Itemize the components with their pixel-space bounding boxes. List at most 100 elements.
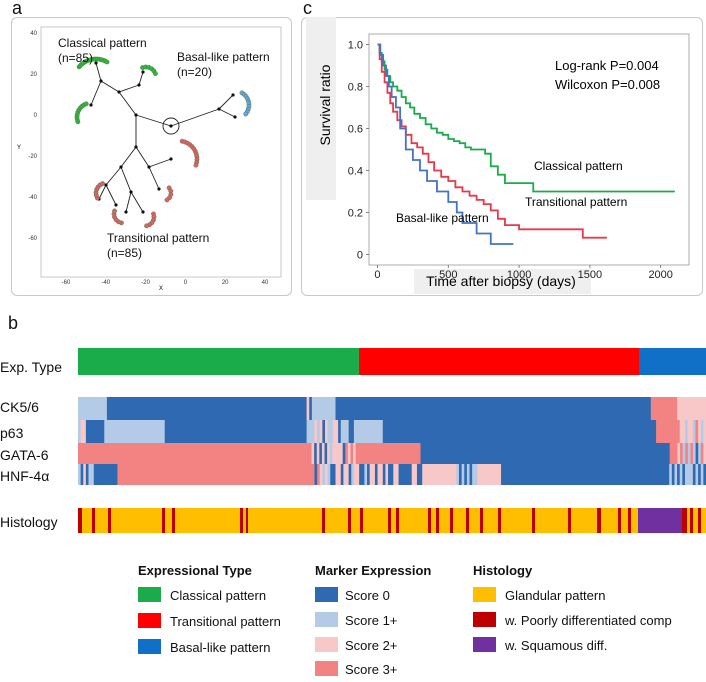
marker-cell-gata6 xyxy=(685,443,689,464)
histology-poorly-diff-mark xyxy=(388,508,391,533)
survival-x-tick-label: 500 xyxy=(439,269,457,281)
survival-y-tick-label: 0.6 xyxy=(348,124,363,136)
survival-xlabel: Time after biopsy (days) xyxy=(426,273,576,289)
marker-cell-p63 xyxy=(700,420,704,443)
histology-poorly-diff-mark xyxy=(360,508,363,533)
histology-poorly-diff-mark xyxy=(690,508,693,533)
heatmap-histology-row xyxy=(78,508,706,533)
marker-cell-p63 xyxy=(332,420,339,443)
row-label-histology: Histology xyxy=(0,514,58,530)
tree-edge xyxy=(120,146,137,168)
marker-cell-p63 xyxy=(314,420,318,443)
marker-cell-gata6 xyxy=(347,443,351,464)
marker-cell-hnf4 xyxy=(385,464,389,485)
marker-cell-ck56 xyxy=(306,397,310,420)
tree-node xyxy=(169,124,173,128)
marker-cell-gata6 xyxy=(677,443,681,464)
histology-poorly-diff-mark xyxy=(172,508,175,533)
tree-x-tick: -40 xyxy=(101,280,110,286)
tree-node xyxy=(169,157,173,161)
survival-lines xyxy=(377,43,675,245)
survival-x-tick-label: 2000 xyxy=(648,269,672,281)
marker-cell-p63 xyxy=(687,420,694,443)
histology-poorly-diff-mark xyxy=(436,508,439,533)
marker-cell-hnf4 xyxy=(369,464,376,485)
marker-cell-ck56 xyxy=(309,397,313,420)
legend-item-classical: Classical pattern xyxy=(170,588,267,603)
marker-cell-hnf4 xyxy=(477,464,502,485)
marker-cell-gata6 xyxy=(690,443,694,464)
tree-node xyxy=(99,79,103,83)
tree-y-tick: -20 xyxy=(28,154,37,160)
marker-cell-hnf4 xyxy=(464,464,468,485)
marker-cell-p63 xyxy=(319,420,323,443)
heatmap-marker-rows xyxy=(78,397,706,485)
marker-cell-hnf4 xyxy=(669,464,673,485)
tree-y-tick: -60 xyxy=(28,236,37,242)
marker-cell-ck56 xyxy=(311,397,336,420)
annotation-logrank: Log-rank P=0.004 xyxy=(555,58,659,73)
legend-item-score2: Score 2+ xyxy=(345,638,398,653)
tree-node xyxy=(141,70,145,74)
histology-poorly-diff-mark xyxy=(480,508,483,533)
survival-y-tick-label: 0.8 xyxy=(348,82,363,94)
legend-swatch-score0 xyxy=(315,587,338,602)
histology-poorly-diff-mark xyxy=(162,508,165,533)
marker-cell-hnf4 xyxy=(456,464,460,485)
marker-cell-p63 xyxy=(698,420,702,443)
marker-cell-gata6 xyxy=(420,443,671,464)
marker-cell-p63 xyxy=(684,420,689,443)
tree-node xyxy=(137,83,141,87)
histology-poorly-diff-mark xyxy=(428,508,431,533)
tree-label-classical-text: Classical pattern xyxy=(58,36,147,50)
marker-cell-hnf4 xyxy=(466,464,470,485)
marker-cell-hnf4 xyxy=(340,464,344,485)
marker-cell-gata6 xyxy=(342,443,346,464)
marker-cell-hnf4 xyxy=(698,464,702,485)
tree-node xyxy=(147,165,151,169)
survival-line-classical xyxy=(377,43,675,193)
legend-item-score1: Score 1+ xyxy=(345,613,398,628)
legend-hist-title: Histology xyxy=(473,563,533,578)
legend-marker-title: Marker Expression xyxy=(315,563,432,578)
survival-y-tick-label: 0 xyxy=(357,250,363,262)
marker-cell-p63 xyxy=(306,420,315,443)
histology-poorly-diff-mark xyxy=(498,508,501,533)
survival-x-tick-label: 1500 xyxy=(578,269,602,281)
tree-edge xyxy=(105,184,117,206)
marker-cell-hnf4 xyxy=(411,464,418,485)
marker-cell-p63 xyxy=(338,420,342,443)
tree-leaf-transitional xyxy=(100,181,105,187)
tree-node xyxy=(119,165,123,169)
marker-cell-hnf4 xyxy=(422,464,457,485)
ylabel-band xyxy=(306,17,336,200)
tree-x-tick: 40 xyxy=(262,280,269,286)
tree-node xyxy=(117,90,121,94)
marker-cell-p63 xyxy=(322,420,326,443)
tree-x-axis-label: X xyxy=(159,286,163,292)
marker-cell-hnf4 xyxy=(684,464,694,485)
tree-edge xyxy=(218,108,236,118)
marker-cell-p63 xyxy=(164,420,308,443)
row-label-gata6: GATA-6 xyxy=(0,447,49,463)
marker-cell-p63 xyxy=(695,420,699,443)
histology-poorly-diff-mark xyxy=(322,508,325,533)
marker-cell-hnf4 xyxy=(351,464,355,485)
histology-poorly-diff-mark xyxy=(348,508,351,533)
tree-edge xyxy=(95,62,102,82)
tree-leaf-classical xyxy=(152,71,158,76)
marker-cell-gata6 xyxy=(669,443,678,464)
histology-poorly-diff-mark xyxy=(240,508,243,533)
marker-cell-gata6 xyxy=(319,443,323,464)
legend-item-basal: Basal-like pattern xyxy=(170,640,271,655)
tree-edge xyxy=(120,166,132,193)
legend-item-poorly: w. Poorly differentiated comp xyxy=(505,613,672,628)
survival-y-tick-label: 0.4 xyxy=(348,166,363,178)
marker-cell-gata6 xyxy=(682,443,686,464)
histology-poorly-diff-mark xyxy=(628,508,631,533)
legend-swatch-score1 xyxy=(315,612,338,627)
tree-node xyxy=(129,190,133,194)
legend-swatch-transitional xyxy=(138,613,161,628)
marker-cell-hnf4 xyxy=(501,464,670,485)
legend-swatch-score3 xyxy=(315,661,338,676)
